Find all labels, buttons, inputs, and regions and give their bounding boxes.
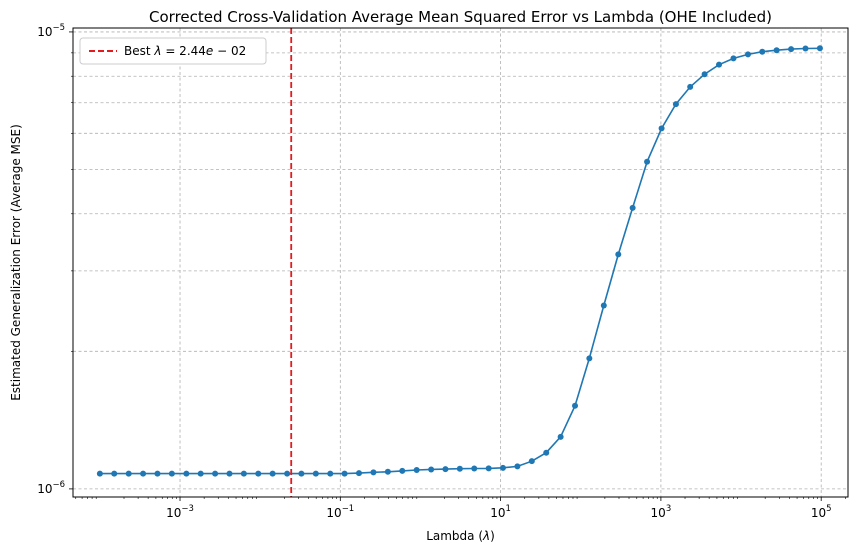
data-point (629, 204, 636, 211)
x-tick-label: 105 (811, 504, 832, 520)
data-point (716, 61, 723, 68)
grid-layer (73, 28, 848, 497)
x-tick-label: 10−3 (166, 504, 194, 520)
data-point (413, 466, 420, 473)
data-point (399, 467, 406, 474)
data-point (816, 45, 823, 52)
data-point (672, 101, 679, 108)
data-point (586, 355, 593, 362)
data-point (773, 47, 780, 54)
data-point (154, 470, 161, 477)
y-tick-label: 10−6 (37, 480, 65, 496)
x-axis-label: Lambda (λ) (426, 529, 495, 543)
data-point (759, 48, 766, 55)
data-point (298, 470, 305, 477)
data-point (183, 470, 190, 477)
data-point (125, 470, 132, 477)
data-point (543, 449, 550, 456)
data-point (312, 470, 319, 477)
series-line (99, 47, 820, 475)
data-point (284, 470, 291, 477)
data-point (140, 470, 147, 477)
data-layer (96, 28, 823, 497)
tick-layer: 10−3 10−1 101 103 105 10−6 10−5 (37, 23, 846, 520)
data-point (355, 470, 362, 477)
data-point (456, 465, 463, 472)
data-point (701, 71, 708, 78)
y-tick-label: 10−5 (37, 23, 65, 39)
data-point (255, 470, 262, 477)
data-point (802, 45, 809, 52)
data-point (485, 465, 492, 472)
data-point (615, 251, 622, 258)
data-point (572, 402, 579, 409)
data-point (226, 470, 233, 477)
legend: Best λ = 2.44e − 02 (79, 37, 267, 65)
data-point (744, 51, 751, 58)
data-point (428, 466, 435, 473)
data-point (442, 466, 449, 473)
data-point (269, 470, 276, 477)
data-point (557, 433, 564, 440)
data-point (96, 470, 103, 477)
data-point (168, 470, 175, 477)
data-point (384, 468, 391, 475)
x-tick-label: 101 (490, 504, 511, 520)
data-point (658, 125, 665, 132)
data-point (644, 158, 651, 165)
data-point (471, 465, 478, 472)
data-point (370, 469, 377, 476)
x-tick-label: 103 (651, 504, 672, 520)
data-point (111, 470, 118, 477)
plot-frame (72, 27, 849, 498)
data-point (600, 302, 607, 309)
data-point (730, 55, 737, 62)
data-point (212, 470, 219, 477)
legend-label: Best λ = 2.44e − 02 (124, 44, 246, 58)
data-point (341, 470, 348, 477)
y-axis-label: Estimated Generalization Error (Average … (9, 124, 23, 401)
data-point (327, 470, 334, 477)
data-point (514, 463, 521, 470)
data-point (687, 83, 694, 90)
chart-title: Corrected Cross-Validation Average Mean … (149, 8, 772, 26)
x-tick-label: 10−1 (326, 504, 354, 520)
data-point (788, 46, 795, 53)
data-point (528, 458, 535, 465)
data-point (197, 470, 204, 477)
legend-box (79, 37, 267, 65)
data-point (240, 470, 247, 477)
data-point (499, 464, 506, 471)
